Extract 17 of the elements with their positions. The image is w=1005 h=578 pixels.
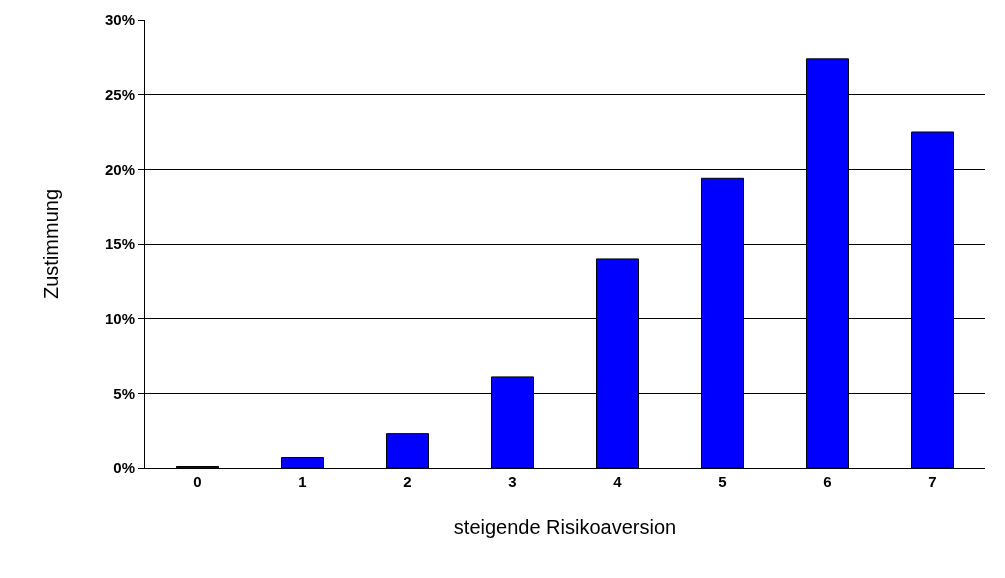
y-tick-label: 30% <box>104 11 135 29</box>
x-tick-label: 6 <box>823 473 832 490</box>
x-tick-label: 7 <box>928 473 937 490</box>
x-tick-label: 0 <box>193 473 202 490</box>
y-tick-label: 25% <box>104 85 135 103</box>
y-tick-label: 20% <box>104 160 135 178</box>
x-tick-label: 5 <box>718 473 727 490</box>
y-tick-label: 0% <box>113 459 135 477</box>
x-tick-label: 4 <box>613 473 623 490</box>
y-axis-title: Zustimmung <box>40 188 63 300</box>
x-tick-label: 2 <box>403 473 412 490</box>
y-tick-label: 10% <box>104 309 135 327</box>
x-tick-label: 3 <box>508 473 517 490</box>
x-tick-label: 1 <box>298 473 307 490</box>
x-axis-title: steigende Risikoaversion <box>453 515 677 538</box>
y-tick-label: 5% <box>113 384 135 402</box>
y-tick-label: 15% <box>104 235 135 253</box>
